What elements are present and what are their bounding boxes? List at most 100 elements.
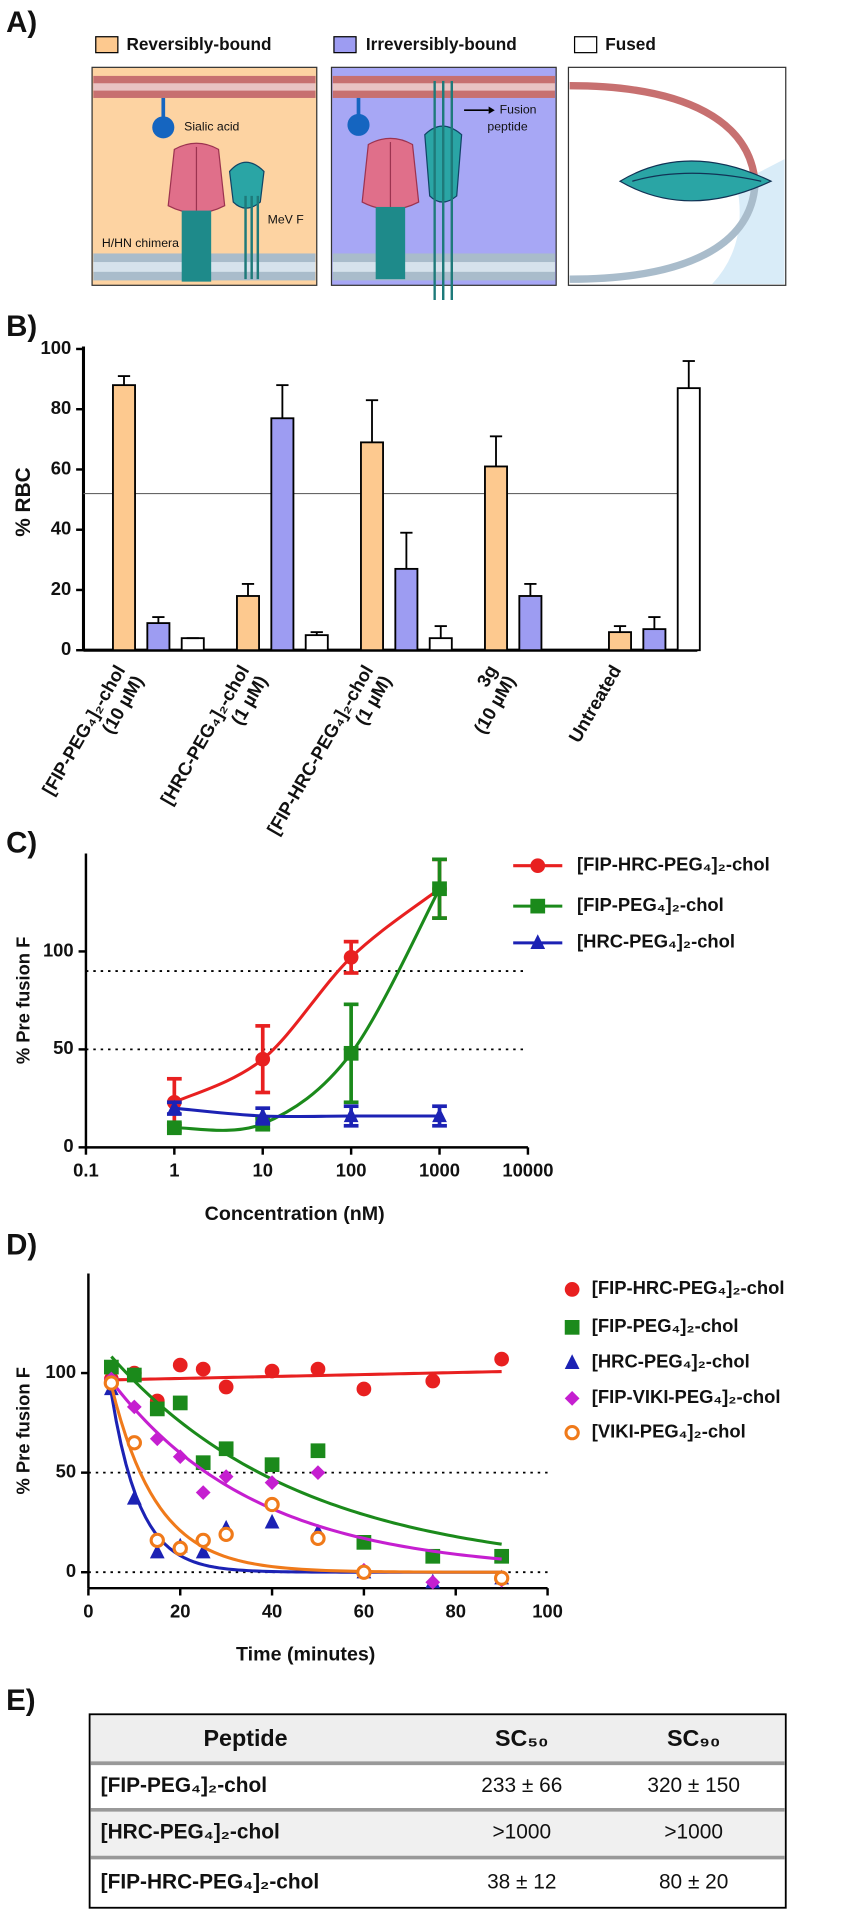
marker	[166, 1120, 182, 1136]
marker	[195, 1485, 211, 1500]
marker	[493, 1570, 510, 1586]
x-tick-label: 1000	[419, 1160, 460, 1181]
table-cell: 80 ± 20	[659, 1871, 728, 1894]
bar	[518, 595, 543, 652]
marker	[218, 1526, 234, 1543]
column-header: SC₉₀	[667, 1725, 720, 1751]
marker	[218, 1379, 234, 1395]
legend-swatch	[573, 36, 598, 54]
marker	[218, 1441, 234, 1457]
diagram-label: Sialic acid	[184, 120, 239, 134]
marker	[310, 1361, 326, 1377]
table-cell: >1000	[492, 1821, 551, 1844]
x-tick-label: 1	[169, 1160, 179, 1181]
legend-label: [HRC-PEG₄]₂-chol	[577, 931, 735, 952]
y-axis-label: % RBC	[12, 467, 35, 536]
marker	[310, 1465, 326, 1480]
legend-label: [FIP-HRC-PEG₄]₂-chol	[577, 854, 770, 875]
panel-label: B)	[6, 310, 37, 343]
marker	[149, 1401, 165, 1417]
marker	[172, 1357, 188, 1373]
x-tick-label: 100	[532, 1601, 563, 1622]
x-tick-label: 100	[336, 1160, 367, 1181]
marker	[264, 1457, 280, 1473]
marker	[126, 1435, 142, 1451]
marker	[432, 881, 447, 897]
marker	[126, 1367, 142, 1383]
marker	[255, 1107, 271, 1123]
series-line	[173, 887, 441, 1104]
marker	[343, 949, 359, 965]
diagram-label: H/HN chimera	[102, 236, 179, 250]
fit-curve	[111, 1370, 502, 1382]
y-tick-label: 100	[40, 337, 71, 358]
marker	[149, 1543, 165, 1559]
y-tick-label: 0	[61, 638, 71, 659]
marker	[494, 1351, 510, 1367]
x-tick-label: 10000	[502, 1160, 553, 1181]
legend-marker	[530, 858, 546, 874]
y-tick-label: 50	[56, 1461, 76, 1482]
bar	[428, 637, 453, 652]
legend-label: [HRC-PEG₄]₂-chol	[592, 1351, 750, 1372]
bar	[676, 387, 701, 652]
column-header: Peptide	[203, 1725, 287, 1751]
marker	[172, 1449, 188, 1465]
table-cell: [HRC-PEG₄]₂-chol	[101, 1821, 280, 1844]
legend-label: Irreversibly-bound	[366, 34, 517, 54]
marker	[310, 1443, 326, 1459]
y-tick-label: 0	[63, 1135, 73, 1156]
x-tick-label: 0.1	[73, 1160, 99, 1181]
marker	[264, 1475, 280, 1490]
marker	[166, 1099, 182, 1115]
shaded-row	[90, 1809, 785, 1858]
diagram-reversible: Sialic acid H/HN chimera MeV F	[91, 66, 318, 286]
y-tick-label: 60	[51, 457, 71, 478]
marker	[172, 1395, 188, 1411]
fit-curve	[109, 1393, 502, 1574]
x-tick-label: 20	[170, 1601, 190, 1622]
fit-curve	[109, 1385, 502, 1574]
marker	[195, 1361, 211, 1377]
x-tick-label: [FIP-HRC-PEG₄]₂-chol	[263, 661, 378, 838]
column-header: SC₅₀	[495, 1725, 549, 1751]
x-axis-label: Concentration (nM)	[205, 1203, 385, 1225]
table-cell: 233 ± 66	[481, 1774, 562, 1797]
x-tick-label: 60	[354, 1601, 374, 1622]
series-line	[174, 1106, 440, 1119]
legend-swatch	[333, 36, 357, 54]
marker	[356, 1564, 372, 1580]
legend-marker	[530, 898, 546, 914]
table-cell: 320 ± 150	[647, 1774, 740, 1797]
diagram-fused	[567, 66, 787, 286]
panel-label: E)	[6, 1684, 35, 1717]
marker	[172, 1540, 188, 1556]
y-tick-label: 40	[51, 518, 71, 539]
x-tick-label: [HRC-PEG₄]₂-chol	[156, 661, 253, 808]
marker	[264, 1363, 280, 1379]
marker	[310, 1530, 326, 1547]
table-cell: [FIP-HRC-PEG₄]₂-chol	[101, 1871, 319, 1894]
legend-label: [FIP-HRC-PEG₄]₂-chol	[592, 1277, 785, 1298]
legend-marker	[564, 1282, 580, 1297]
x-tick-label: Untreated	[564, 661, 625, 746]
x-tick-label: 10	[252, 1160, 272, 1181]
marker	[356, 1381, 372, 1397]
marker	[149, 1431, 165, 1447]
legend-marker	[564, 1320, 580, 1335]
legend-label: [VIKI-PEG₄]₂-chol	[592, 1421, 746, 1442]
marker	[126, 1399, 142, 1415]
fit-curve	[110, 1355, 502, 1546]
y-tick-label: 20	[51, 578, 71, 599]
bar	[484, 465, 508, 652]
y-tick-label: 50	[53, 1037, 73, 1058]
y-tick-label: 100	[45, 1361, 76, 1382]
marker	[425, 1373, 441, 1389]
bar	[304, 634, 329, 652]
marker	[494, 1548, 510, 1564]
bar	[146, 622, 171, 652]
legend-marker	[564, 1354, 580, 1369]
series-line	[174, 888, 441, 1132]
table-cell: >1000	[664, 1821, 723, 1844]
